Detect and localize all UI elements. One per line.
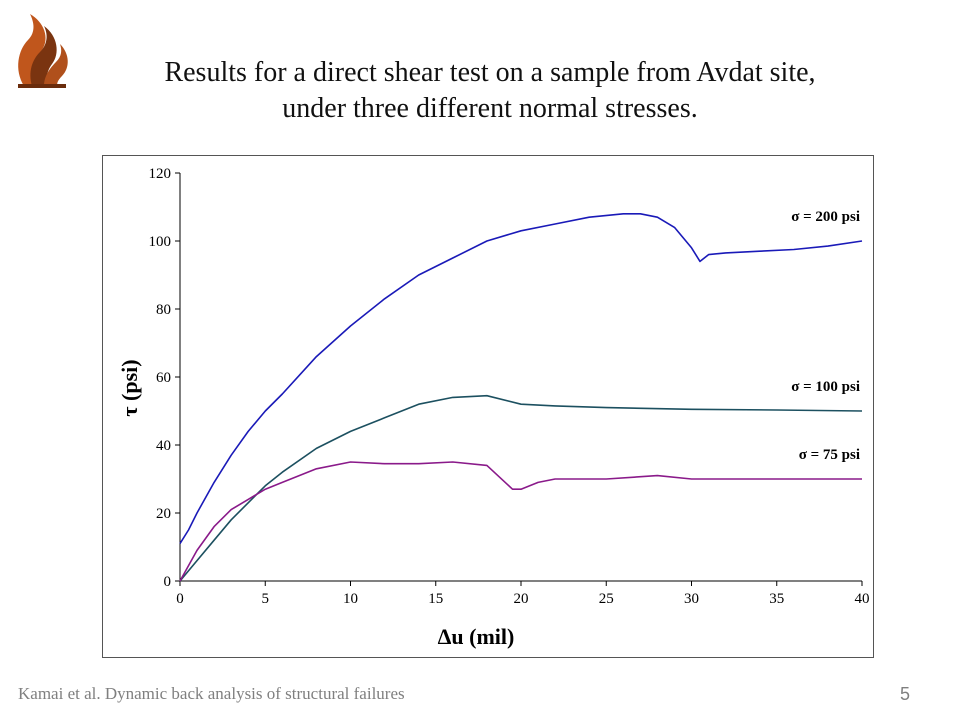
university-flame-logo-icon	[18, 14, 68, 88]
y-tick-label: 20	[156, 506, 171, 522]
series-line-2	[179, 394, 863, 582]
y-tick-label: 120	[149, 166, 172, 182]
y-tick-label: 0	[164, 574, 172, 590]
x-tick-label: 35	[769, 591, 784, 607]
series-line-1	[179, 212, 863, 545]
series-line-3	[179, 461, 862, 582]
y-tick-label: 100	[149, 234, 172, 250]
chart-series-labels: σ = 200 psi σ = 100 psi σ = 75 psi	[791, 209, 860, 463]
x-tick-label: 15	[428, 591, 443, 607]
shear-stress-chart: 0 5 10 15 20 25 30 35 40 0 20 40 60 80 100 120 σ = 200 …	[117, 166, 870, 649]
x-tick-label: 25	[599, 591, 614, 607]
chart-series-lines	[179, 212, 863, 582]
footer-citation: Kamai et al. Dynamic back analysis of st…	[18, 684, 405, 703]
y-tick-label: 40	[156, 438, 171, 454]
x-tick-label: 30	[684, 591, 699, 607]
chart-axes: 0 5 10 15 20 25 30 35 40 0 20 40 60 80 100 120	[149, 166, 870, 607]
x-tick-label: 5	[262, 591, 270, 607]
x-axis-label: Δu (mil)	[438, 624, 515, 649]
chart-frame: 0 5 10 15 20 25 30 35 40 0 20 40 60 80 100 120 σ = 200 …	[102, 155, 874, 658]
series-label-2: σ = 100 psi	[791, 379, 860, 395]
x-tick-label: 20	[514, 591, 529, 607]
slide-title: Results for a direct shear test on a sam…	[164, 57, 816, 124]
series-label-1: σ = 200 psi	[791, 209, 860, 225]
y-tick-label: 60	[156, 370, 171, 386]
x-tick-label: 10	[343, 591, 358, 607]
x-tick-label: 0	[176, 591, 184, 607]
series-label-3: σ = 75 psi	[799, 447, 860, 463]
y-tick-label: 80	[156, 302, 171, 318]
y-axis-label: τ (psi)	[117, 359, 142, 416]
page-number: 5	[900, 684, 911, 704]
x-tick-label: 40	[855, 591, 870, 607]
